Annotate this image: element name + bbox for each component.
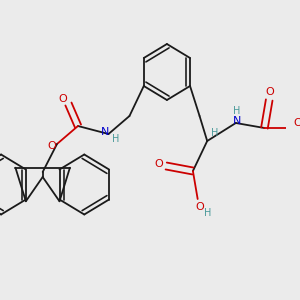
Text: O: O: [58, 94, 67, 104]
Text: H: H: [233, 106, 241, 116]
Text: O: O: [293, 118, 300, 128]
Text: O: O: [266, 87, 274, 97]
Text: N: N: [232, 116, 241, 126]
Text: N: N: [100, 127, 109, 137]
Text: O: O: [154, 159, 163, 169]
Text: O: O: [195, 202, 204, 212]
Text: H: H: [211, 128, 218, 138]
Text: H: H: [203, 208, 211, 218]
Text: O: O: [47, 141, 56, 151]
Text: H: H: [112, 134, 120, 144]
